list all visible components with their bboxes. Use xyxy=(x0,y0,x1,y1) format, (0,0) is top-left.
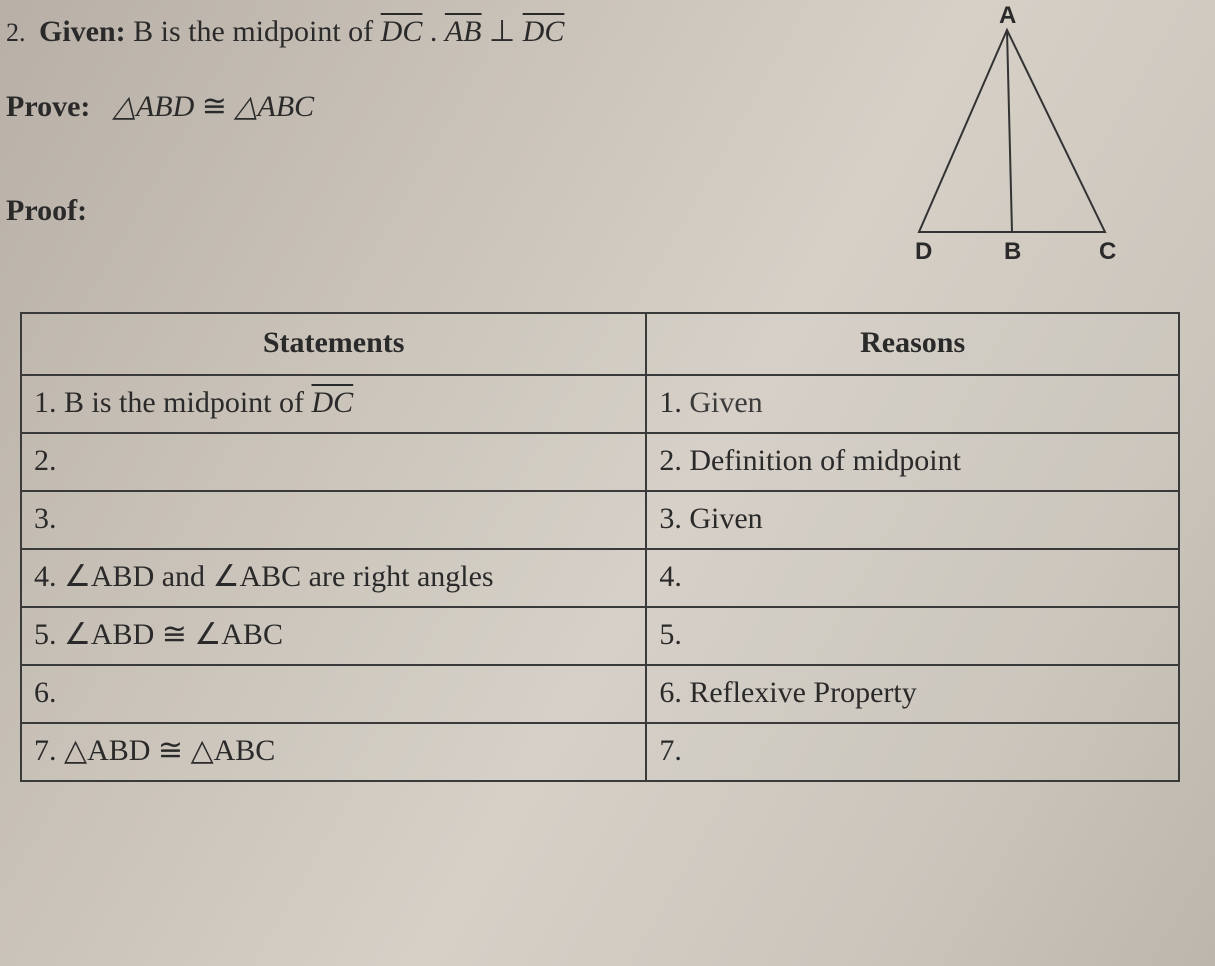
triangle-abd: △ABD xyxy=(64,734,150,767)
statement-cell: 1. B is the midpoint of DC xyxy=(21,375,646,433)
row-num: 7. xyxy=(659,734,682,767)
row-num: 4. xyxy=(659,560,682,593)
given-label: Given: xyxy=(39,15,126,48)
vertex-label-d: D xyxy=(915,238,932,266)
header-statements: Statements xyxy=(21,313,646,375)
vertex-label-c: C xyxy=(1099,238,1116,266)
triangle-svg xyxy=(887,12,1147,272)
segment-dc-2: DC xyxy=(523,15,565,48)
reason-text: Definition of midpoint xyxy=(689,444,961,477)
segment-dc-1: DC xyxy=(381,15,423,48)
proof-table: Statements Reasons 1. B is the midpoint … xyxy=(20,312,1180,782)
angle-abc: ∠ABC xyxy=(213,560,302,593)
page-content: 2. Given: B is the midpoint of DC . AB ⊥… xyxy=(0,0,1215,782)
row-num: 1. xyxy=(659,386,689,419)
row-num: 7. xyxy=(34,734,64,767)
top-row: 2. Given: B is the midpoint of DC . AB ⊥… xyxy=(0,12,1187,272)
statement-cell: 3. xyxy=(21,491,646,549)
reason-cell: 1. Given xyxy=(646,375,1179,433)
reason-text: Given xyxy=(689,502,762,535)
prove-line: Prove: △ABD ≅ △ABC xyxy=(6,89,887,124)
proof-label-text: Proof: xyxy=(6,194,87,227)
given-line: 2. Given: B is the midpoint of DC . AB ⊥… xyxy=(6,14,887,49)
statement-cell: 5. ∠ABD ≅ ∠ABC xyxy=(21,607,646,665)
table-row: 7. △ABD ≅ △ABC 7. xyxy=(21,723,1179,781)
vertex-label-a: A xyxy=(999,2,1016,30)
table-row: 2. 2. Definition of midpoint xyxy=(21,433,1179,491)
row-num: 2. xyxy=(659,444,689,477)
given-sep: . xyxy=(430,15,445,48)
angle-abd-2: ∠ABD xyxy=(64,618,154,651)
row-num: 6. xyxy=(34,676,57,709)
table-row: 4. ∠ABD and ∠ABC are right angles 4. xyxy=(21,549,1179,607)
reason-text: Reflexive Property xyxy=(689,676,916,709)
reason-cell: 6. Reflexive Property xyxy=(646,665,1179,723)
angle-abc-2: ∠ABC xyxy=(194,618,283,651)
table-row: 6. 6. Reflexive Property xyxy=(21,665,1179,723)
table-row: 1. B is the midpoint of DC 1. Given xyxy=(21,375,1179,433)
row-num: 3. xyxy=(34,502,57,535)
problem-number: 2. xyxy=(6,18,26,47)
row-text: B is the midpoint of xyxy=(64,386,312,419)
triangle-altitude xyxy=(1007,30,1012,232)
prove-rhs: △ABC xyxy=(234,90,314,123)
proof-label: Proof: xyxy=(6,194,887,228)
given-text-1: B is the midpoint of xyxy=(133,15,381,48)
statement-cell: 4. ∠ABD and ∠ABC are right angles xyxy=(21,549,646,607)
reason-cell: 3. Given xyxy=(646,491,1179,549)
header-reasons: Reasons xyxy=(646,313,1179,375)
vertex-label-b: B xyxy=(1004,238,1021,266)
angle-abd: ∠ABD xyxy=(64,560,154,593)
triangle-figure: A D B C xyxy=(887,12,1147,272)
row-num: 4. xyxy=(34,560,64,593)
reason-text-handwritten: Given xyxy=(689,386,762,419)
table-header-row: Statements Reasons xyxy=(21,313,1179,375)
congruent-symbol-row5: ≅ xyxy=(162,618,195,651)
prove-lhs: △ABD xyxy=(113,90,194,123)
table-row: 3. 3. Given xyxy=(21,491,1179,549)
row-num: 5. xyxy=(34,618,64,651)
statement-cell: 7. △ABD ≅ △ABC xyxy=(21,723,646,781)
row-num: 2. xyxy=(34,444,57,477)
row-tail: are right angles xyxy=(309,560,494,593)
row-num: 6. xyxy=(659,676,689,709)
reason-cell: 4. xyxy=(646,549,1179,607)
reason-cell: 5. xyxy=(646,607,1179,665)
congruent-symbol: ≅ xyxy=(202,90,235,123)
segment-dc-row1: DC xyxy=(312,386,354,419)
segment-ab: AB xyxy=(445,15,482,48)
statement-cell: 6. xyxy=(21,665,646,723)
prove-label: Prove: xyxy=(6,90,90,123)
statement-cell: 2. xyxy=(21,433,646,491)
triangle-abc: △ABC xyxy=(191,734,276,767)
reason-cell: 7. xyxy=(646,723,1179,781)
perpendicular-symbol: ⊥ xyxy=(489,15,523,48)
congruent-symbol-row7: ≅ xyxy=(158,734,191,767)
row-mid: and xyxy=(162,560,213,593)
problem-text-block: 2. Given: B is the midpoint of DC . AB ⊥… xyxy=(0,12,887,256)
row-num: 3. xyxy=(659,502,689,535)
row-num: 1. xyxy=(34,386,64,419)
row-num: 5. xyxy=(659,618,682,651)
reason-cell: 2. Definition of midpoint xyxy=(646,433,1179,491)
table-row: 5. ∠ABD ≅ ∠ABC 5. xyxy=(21,607,1179,665)
